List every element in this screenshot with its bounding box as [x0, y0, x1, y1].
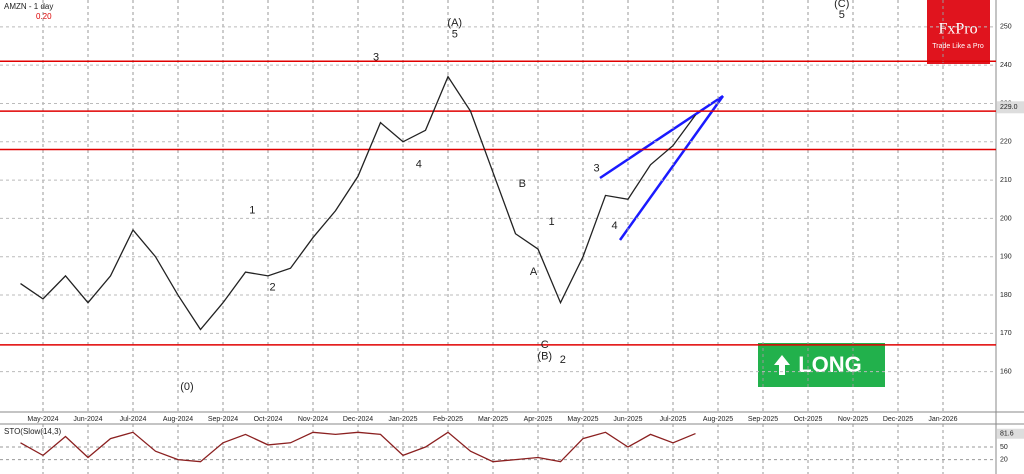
wave-label: 5 [839, 9, 845, 21]
panel-title: STO(Slow(14,3) [4, 427, 62, 436]
wave-label: B [519, 178, 526, 190]
x-tick-label: Apr-2025 [524, 416, 553, 423]
value-tag [997, 428, 1024, 439]
x-tick-label: May-2025 [567, 416, 598, 423]
wave-label: 2 [269, 281, 275, 293]
slogan: Trade Like a Pro [932, 43, 984, 50]
wave-label: C [541, 339, 549, 351]
arrow-icon [774, 355, 790, 375]
x-tick-label: Jun-2025 [613, 416, 642, 423]
wave-label: 5 [452, 28, 458, 40]
x-tick-label: May-2024 [27, 416, 58, 423]
x-tick-label: Oct-2025 [794, 416, 823, 423]
wave-label: 4 [611, 220, 617, 232]
price-line [20, 75, 697, 331]
stochastic-line [20, 431, 696, 463]
y-tick-label: 210 [1000, 177, 1012, 184]
x-tick-label: Aug-2025 [703, 416, 733, 423]
wave-label: (B) [537, 350, 552, 362]
x-tick-label: Nov-2025 [838, 416, 868, 423]
wave-label: 3 [593, 163, 599, 175]
x-tick-label: Jul-2025 [660, 416, 687, 423]
price-tag [997, 101, 1024, 114]
chart-title: AMZN - 1 day [4, 2, 53, 11]
subtitle: 0.20 [36, 12, 52, 21]
x-tick-label: Sep-2025 [748, 416, 778, 423]
y-tick-label: 180 [1000, 292, 1012, 299]
y-tick-label: 240 [1000, 62, 1012, 69]
x-tick-label: Mar-2025 [478, 416, 508, 423]
wave-label: 1 [249, 205, 255, 217]
wave-label: (0) [180, 381, 193, 393]
y-tick-label: 160 [1000, 369, 1012, 376]
x-tick-label: Aug-2024 [163, 416, 193, 423]
trendline [618, 95, 725, 241]
y-tick-label: 190 [1000, 254, 1012, 261]
wave-label: (C) [834, 0, 849, 10]
x-tick-label: Sep-2024 [208, 416, 238, 423]
y-tick-label: 200 [1000, 215, 1012, 222]
x-tick-label: Jun-2024 [73, 416, 102, 423]
y-tick-label: 170 [1000, 330, 1012, 337]
wave-label: 2 [560, 354, 566, 366]
price-tag-label: 229.0 [1000, 104, 1018, 111]
brand: FxPro [938, 21, 977, 38]
x-tick-label: Nov-2024 [298, 416, 328, 423]
x-tick-label: Feb-2025 [433, 416, 463, 423]
x-tick-label: Jan-2025 [388, 416, 417, 423]
y-tick-label: 250 [1000, 24, 1012, 31]
trendline [599, 94, 724, 180]
wave-label: A [530, 266, 538, 278]
wave-label: 3 [373, 51, 379, 63]
brand-logo [927, 0, 990, 64]
x-tick-label: Dec-2025 [883, 416, 913, 423]
wave-label: 4 [416, 159, 422, 171]
signal: LONG [798, 352, 862, 377]
y-tick-label: 220 [1000, 139, 1012, 146]
x-tick-label: Jul-2024 [120, 416, 147, 423]
value-tag-label: 81.6 [1000, 431, 1014, 438]
y-tick-label: 50 [1000, 444, 1008, 451]
x-tick-label: Dec-2024 [343, 416, 373, 423]
x-tick-label: Oct-2024 [254, 416, 283, 423]
wave-label: 1 [548, 216, 554, 228]
y-tick-label: 20 [1000, 456, 1008, 463]
x-tick-label: Jan-2026 [928, 416, 957, 423]
wave-label: (A) [447, 17, 462, 29]
